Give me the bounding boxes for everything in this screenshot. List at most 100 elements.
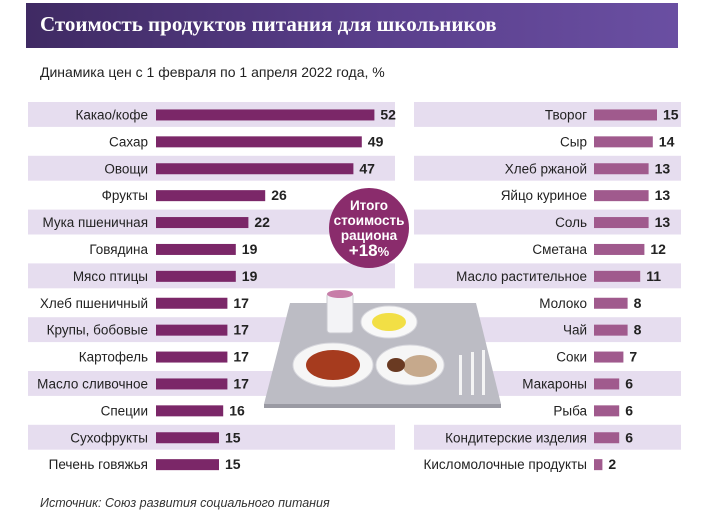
value-label-left: 15 bbox=[225, 429, 241, 445]
category-label-right: Сыр bbox=[560, 134, 587, 149]
value-label-right: 13 bbox=[655, 160, 671, 176]
value-label-right: 7 bbox=[629, 349, 637, 365]
value-label-left: 26 bbox=[271, 187, 287, 203]
category-label-left: Мясо птицы bbox=[73, 269, 148, 284]
total-ration-text: Итого стоимость рациона +18% bbox=[329, 198, 409, 259]
total-unit: % bbox=[377, 244, 390, 259]
category-label-right: Хлеб ржаной bbox=[505, 161, 587, 176]
bar-right bbox=[594, 136, 653, 148]
value-label-right: 8 bbox=[634, 322, 642, 338]
value-label-left: 17 bbox=[233, 295, 249, 311]
cup-icon bbox=[326, 292, 354, 334]
bar-right bbox=[594, 270, 641, 282]
value-label-left: 47 bbox=[359, 160, 375, 176]
value-label-right: 11 bbox=[646, 268, 661, 284]
category-label-left: Мука пшеничная bbox=[42, 215, 148, 230]
total-ration-bubble: Итого стоимость рациона +18% bbox=[329, 188, 409, 268]
category-label-right: Яйцо куриное bbox=[501, 188, 587, 203]
total-line-1: Итого bbox=[349, 198, 389, 213]
tray-edge bbox=[264, 404, 501, 408]
category-label-right: Сметана bbox=[532, 242, 587, 257]
total-value: +18 bbox=[348, 241, 378, 260]
value-label-left: 17 bbox=[233, 322, 249, 338]
bar-right bbox=[594, 378, 620, 390]
spoon-icon bbox=[471, 352, 474, 395]
fork-icon bbox=[459, 355, 462, 395]
bar-left bbox=[156, 136, 362, 148]
value-label-right: 14 bbox=[659, 133, 675, 149]
bar-right bbox=[594, 459, 603, 471]
value-label-right: 15 bbox=[663, 106, 679, 122]
bar-right bbox=[594, 324, 628, 336]
category-label-left: Хлеб пшеничный bbox=[40, 296, 148, 311]
category-label-left: Масло сливочное bbox=[37, 376, 148, 391]
bar-right bbox=[594, 405, 620, 417]
value-label-left: 49 bbox=[368, 133, 384, 149]
value-label-right: 8 bbox=[634, 295, 642, 311]
rice-icon bbox=[372, 313, 406, 331]
category-label-right: Кондитерские изделия bbox=[445, 430, 587, 445]
bar-right bbox=[594, 297, 628, 309]
value-label-right: 6 bbox=[625, 402, 633, 418]
total-line-3: рациона bbox=[340, 228, 398, 243]
value-label-left: 17 bbox=[233, 349, 249, 365]
value-label-right: 6 bbox=[625, 429, 633, 445]
category-label-right: Соль bbox=[555, 215, 587, 230]
value-label-right: 13 bbox=[655, 187, 671, 203]
category-label-right: Чай bbox=[563, 323, 587, 338]
category-label-right: Молоко bbox=[539, 296, 587, 311]
value-label-right: 2 bbox=[608, 456, 616, 472]
category-label-left: Крупы, бобовые bbox=[47, 323, 148, 338]
value-label-right: 12 bbox=[650, 241, 666, 257]
value-label-left: 15 bbox=[225, 456, 241, 472]
bar-right bbox=[594, 432, 620, 444]
category-label-right: Кисломолочные продукты bbox=[424, 457, 587, 472]
bar-left bbox=[156, 432, 219, 444]
category-label-left: Специи bbox=[101, 403, 148, 418]
category-label-right: Творог bbox=[545, 107, 587, 122]
category-label-right: Масло растительное bbox=[456, 269, 587, 284]
total-line-2: стоимость bbox=[333, 213, 405, 228]
bar-left bbox=[156, 243, 236, 255]
bar-left bbox=[156, 270, 236, 282]
value-label-left: 22 bbox=[254, 214, 270, 230]
category-label-left: Овощи bbox=[104, 161, 148, 176]
category-label-left: Фрукты bbox=[102, 188, 148, 203]
bar-right bbox=[594, 351, 624, 363]
bar-left bbox=[156, 351, 228, 363]
bar-right bbox=[594, 190, 649, 202]
value-label-right: 13 bbox=[655, 214, 671, 230]
knife-icon bbox=[482, 350, 485, 395]
value-label-left: 19 bbox=[242, 268, 258, 284]
bar-left bbox=[156, 405, 224, 417]
chart-source: Источник: Союз развития социального пита… bbox=[40, 496, 330, 510]
category-label-left: Какао/кофе bbox=[75, 107, 148, 122]
chart-subtitle: Динамика цен с 1 февраля по 1 апреля 202… bbox=[40, 64, 385, 80]
bar-left bbox=[156, 324, 228, 336]
buckwheat-icon bbox=[403, 355, 437, 377]
category-label-left: Сахар bbox=[109, 134, 148, 149]
value-label-left: 52 bbox=[380, 106, 396, 122]
category-label-right: Рыба bbox=[553, 403, 587, 418]
chart-title: Стоимость продуктов питания для школьник… bbox=[40, 12, 497, 36]
chart-header: Стоимость продуктов питания для школьник… bbox=[26, 3, 678, 48]
bar-left bbox=[156, 109, 375, 121]
bar-right bbox=[594, 163, 649, 175]
category-label-right: Соки bbox=[556, 350, 587, 365]
value-label-left: 19 bbox=[242, 241, 258, 257]
bar-right bbox=[594, 109, 657, 121]
bar-left bbox=[156, 217, 249, 229]
row-band-right bbox=[414, 424, 681, 450]
category-label-right: Макароны bbox=[522, 376, 587, 391]
value-label-right: 6 bbox=[625, 375, 633, 391]
category-label-left: Сухофрукты bbox=[70, 430, 148, 445]
cutlet-icon bbox=[387, 358, 405, 372]
drink-icon bbox=[327, 290, 353, 298]
value-label-left: 16 bbox=[229, 402, 245, 418]
soup-icon bbox=[306, 350, 360, 380]
bar-right bbox=[594, 243, 645, 255]
bar-left bbox=[156, 378, 228, 390]
category-label-left: Говядина bbox=[89, 242, 148, 257]
bar-left bbox=[156, 190, 266, 202]
